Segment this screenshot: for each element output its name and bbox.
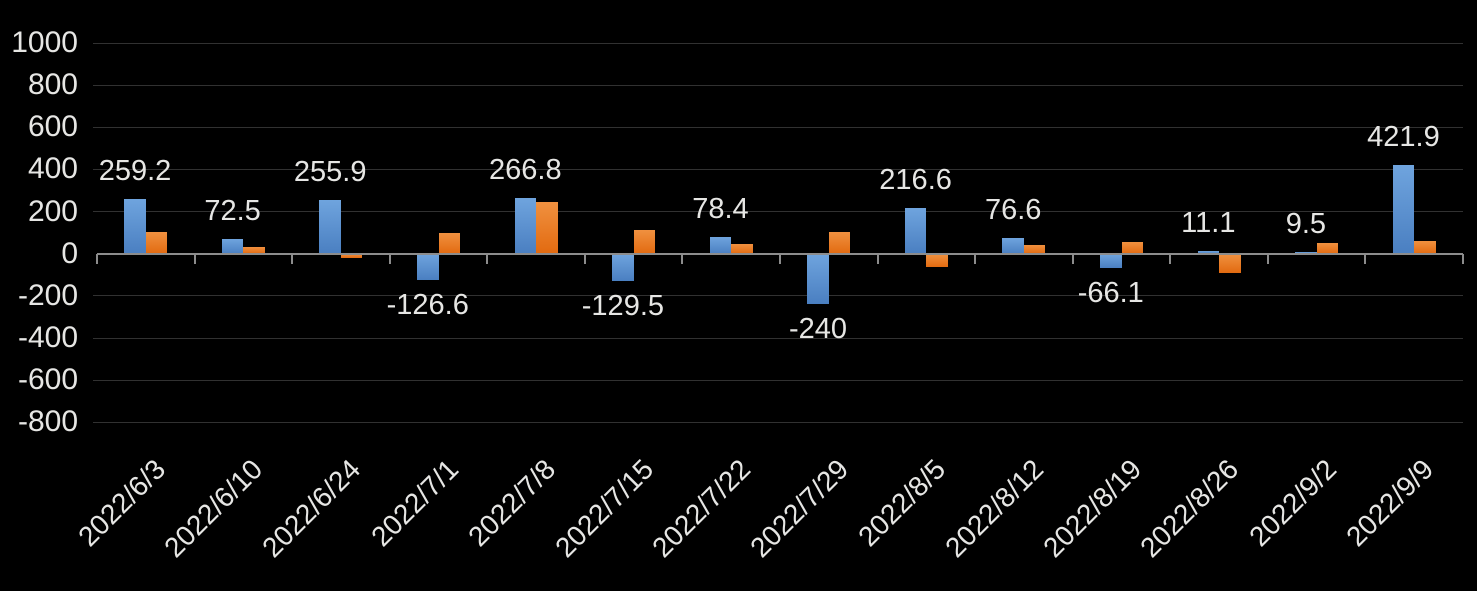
data-label: 421.9 <box>1367 120 1440 153</box>
x-axis-category-label: 2022/6/24 <box>256 453 367 564</box>
data-label: 9.5 <box>1285 207 1327 240</box>
bar-series-blue <box>612 253 634 282</box>
bar-series-orange <box>340 253 363 258</box>
x-axis-tick <box>193 253 196 264</box>
bar-series-orange <box>828 231 851 254</box>
data-label: 76.6 <box>984 193 1042 226</box>
bar-series-orange <box>1316 242 1339 254</box>
bar-series-blue <box>514 197 537 254</box>
data-label: 72.5 <box>204 194 261 227</box>
x-axis-tick <box>681 253 684 264</box>
data-label: 255.9 <box>293 155 367 188</box>
gridline <box>93 42 1463 44</box>
bar-series-blue <box>319 199 341 254</box>
y-axis-tick-label: 200 <box>27 194 78 228</box>
x-axis-category-label: 2022/7/8 <box>462 453 562 553</box>
bar-series-orange <box>145 231 168 254</box>
x-axis-tick <box>291 253 294 264</box>
x-axis-category-label: 2022/7/1 <box>364 453 464 553</box>
x-axis-tick <box>974 253 977 264</box>
bar-series-blue <box>221 238 244 254</box>
y-axis-tick-label: -600 <box>17 363 78 397</box>
data-label: 78.4 <box>692 193 749 226</box>
gridline <box>93 126 1463 128</box>
y-axis-tick-label: -800 <box>17 405 78 439</box>
gridline <box>93 379 1463 381</box>
x-axis-category-label: 2022/8/19 <box>1036 453 1147 564</box>
gridline <box>93 421 1463 423</box>
data-label: 259.2 <box>98 155 172 188</box>
x-axis-tick <box>1071 253 1074 264</box>
data-label: -240 <box>789 313 848 346</box>
bar-series-orange <box>1414 241 1436 254</box>
x-axis-tick <box>1169 253 1172 264</box>
bar-series-orange <box>926 253 948 268</box>
bar-series-orange <box>1219 253 1241 273</box>
gridline <box>93 337 1463 339</box>
x-axis-tick <box>486 253 489 264</box>
x-axis-category-label: 2022/6/10 <box>158 453 269 564</box>
x-axis-tick <box>1364 253 1367 264</box>
x-axis-category-label: 2022/7/15 <box>548 453 659 564</box>
data-label: -126.6 <box>386 289 469 322</box>
bar-series-orange <box>536 202 558 254</box>
gridline <box>93 211 1463 213</box>
x-axis-tick <box>1462 253 1464 264</box>
data-label: 216.6 <box>879 164 952 197</box>
x-axis-category-label: 2022/8/26 <box>1134 453 1245 564</box>
gridline <box>93 84 1463 86</box>
data-label: 11.1 <box>1181 207 1236 240</box>
bar-series-blue <box>417 253 439 281</box>
x-axis-tick <box>876 253 879 264</box>
data-label: -129.5 <box>581 290 665 323</box>
x-axis-tick <box>583 253 586 264</box>
x-axis-tick <box>1266 253 1269 264</box>
bar-series-blue <box>807 253 829 305</box>
x-axis-category-label: 2022/9/2 <box>1242 453 1342 553</box>
y-axis-tick-label: -200 <box>17 278 78 312</box>
x-axis-category-label: 2022/8/12 <box>939 453 1050 564</box>
x-axis-category-label: 2022/7/22 <box>646 453 757 564</box>
y-axis-tick-label: 400 <box>27 152 78 186</box>
x-axis-category-label: 2022/7/29 <box>743 453 854 564</box>
bar-series-blue <box>1002 237 1024 254</box>
x-axis-tick <box>388 253 391 264</box>
x-axis-category-label: 2022/8/5 <box>852 453 952 553</box>
bar-series-blue <box>124 199 146 254</box>
bar-series-orange <box>1023 244 1046 254</box>
bar-series-blue <box>1100 253 1122 268</box>
y-axis-tick-label: 600 <box>27 110 78 144</box>
bar-series-orange <box>243 247 265 254</box>
bar-series-orange <box>438 232 460 254</box>
data-label: -66.1 <box>1077 276 1144 309</box>
bar-series-blue <box>1197 251 1220 254</box>
y-axis-tick-label: 1000 <box>11 26 78 60</box>
bar-series-orange <box>731 244 753 254</box>
bar-series-blue <box>1392 164 1415 254</box>
x-axis-category-label: 2022/6/3 <box>71 453 171 553</box>
data-label: 266.8 <box>489 153 562 186</box>
bar-series-blue <box>709 237 732 254</box>
gridline <box>93 295 1463 297</box>
x-axis-tick <box>96 253 98 264</box>
bar-series-orange <box>1121 241 1143 254</box>
y-axis-tick-label: 800 <box>27 68 78 102</box>
y-axis-tick-label: 0 <box>61 236 78 270</box>
x-axis-tick <box>779 253 781 264</box>
bar-series-orange <box>633 229 656 254</box>
y-axis-tick-label: -400 <box>17 321 78 355</box>
x-axis-category-label: 2022/9/9 <box>1340 453 1440 553</box>
gridline <box>93 168 1463 170</box>
bar-series-blue <box>904 208 927 254</box>
